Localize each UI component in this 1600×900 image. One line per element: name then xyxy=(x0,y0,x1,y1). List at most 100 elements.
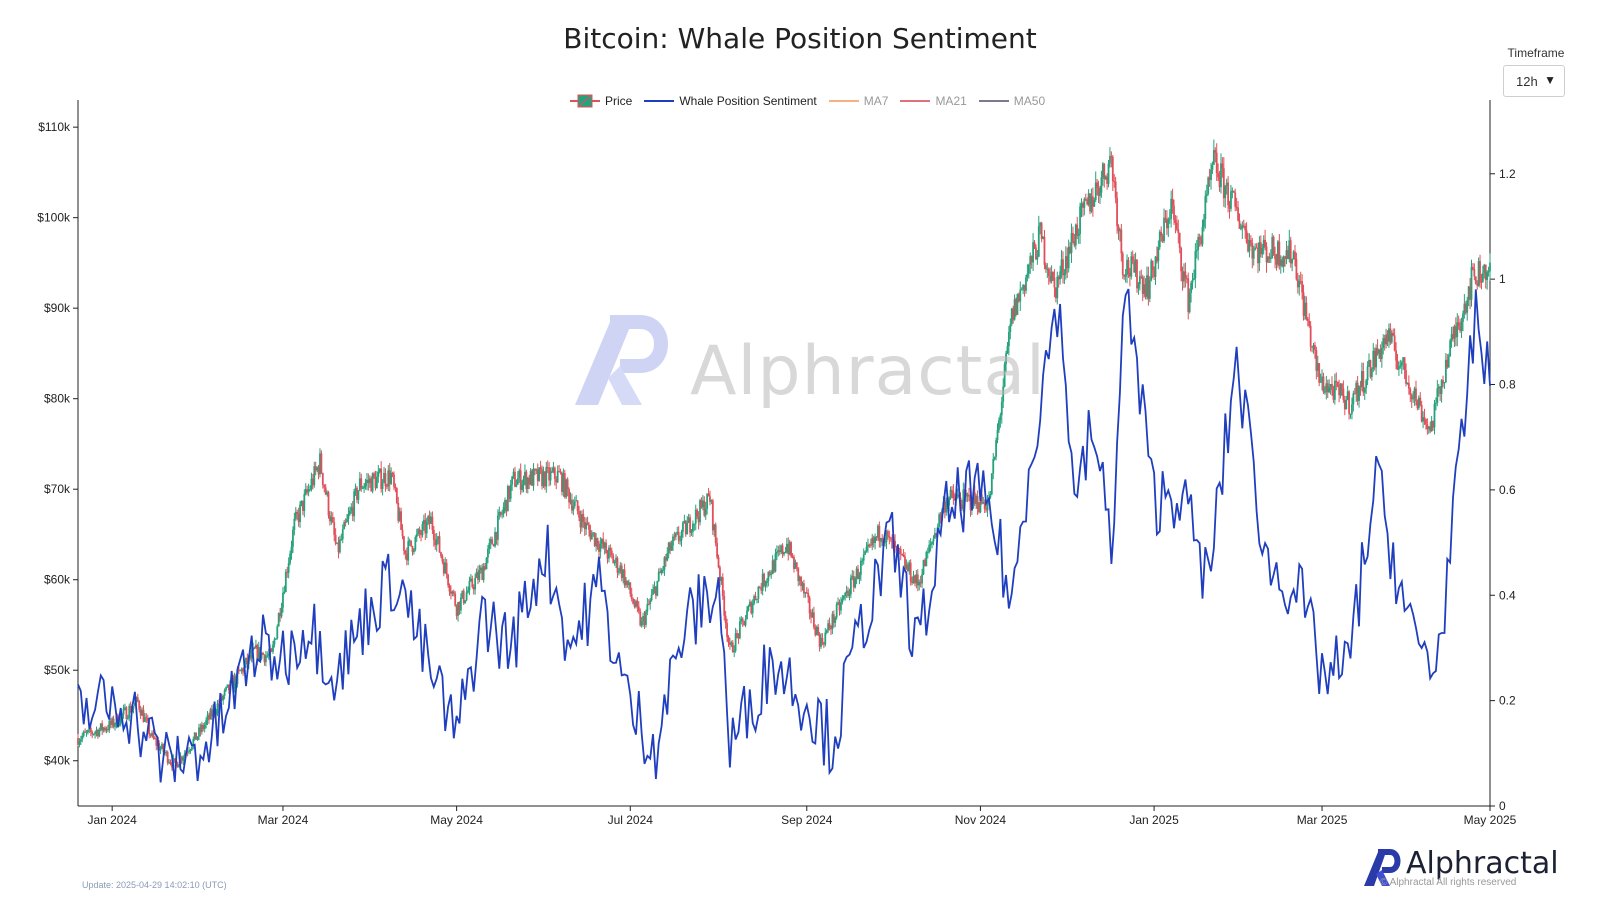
legend-item-price[interactable]: Price xyxy=(570,94,632,108)
price-candle xyxy=(692,523,694,532)
price-candle xyxy=(485,557,488,570)
price-candle xyxy=(1138,276,1141,285)
price-candle xyxy=(1417,397,1420,409)
y-left-tick-label: $110k xyxy=(38,120,71,134)
price-candle xyxy=(501,513,504,515)
price-candle xyxy=(111,718,114,725)
price-candle xyxy=(477,572,479,580)
price-candle xyxy=(1476,283,1479,286)
price-candle xyxy=(1237,207,1239,221)
price-candle xyxy=(552,467,555,472)
price-candle xyxy=(635,600,637,607)
price-candle xyxy=(206,715,209,721)
price-candle xyxy=(1136,259,1138,289)
price-candle xyxy=(874,536,876,543)
price-candle xyxy=(462,590,465,603)
price-candle xyxy=(1467,286,1470,301)
price-candle xyxy=(336,542,338,544)
legend-item-ma21[interactable]: MA21 xyxy=(900,94,967,108)
price-candle xyxy=(401,529,404,537)
price-candle xyxy=(1484,264,1487,280)
price-candle xyxy=(452,591,455,594)
price-candle xyxy=(1101,163,1104,178)
price-candle xyxy=(571,499,573,511)
legend-item-ma7[interactable]: MA7 xyxy=(828,94,888,108)
price-candle xyxy=(1363,387,1366,393)
price-candle xyxy=(798,576,801,581)
price-candle xyxy=(414,537,417,550)
price-candle xyxy=(488,542,491,549)
timeframe-select[interactable]: 12h ▼ xyxy=(1503,65,1565,97)
price-candle xyxy=(1268,256,1271,259)
price-candle xyxy=(1254,247,1257,250)
price-candle xyxy=(316,467,319,471)
price-candle xyxy=(81,735,84,740)
price-candle xyxy=(808,597,811,614)
price-candle xyxy=(246,657,249,664)
price-candle xyxy=(756,599,758,601)
price-candle xyxy=(166,751,169,763)
price-candle xyxy=(737,633,740,639)
price-candle xyxy=(1234,192,1237,207)
price-candle xyxy=(1379,349,1382,359)
price-candle xyxy=(1259,242,1262,255)
price-candle xyxy=(205,720,208,725)
price-candle xyxy=(220,695,223,701)
price-candle xyxy=(633,603,636,607)
price-candle xyxy=(696,509,699,517)
price-candle xyxy=(1154,256,1157,277)
price-candle xyxy=(1296,279,1299,288)
price-candle xyxy=(1184,271,1187,279)
price-candle xyxy=(529,470,532,485)
price-candle xyxy=(569,499,572,503)
price-candle xyxy=(1291,259,1294,264)
price-candle xyxy=(647,604,650,606)
price-candle xyxy=(260,653,263,659)
price-candle xyxy=(1062,259,1064,276)
price-candle xyxy=(188,751,190,753)
price-candle xyxy=(645,611,647,625)
price-candle xyxy=(1370,369,1373,378)
price-candle xyxy=(1429,426,1432,432)
price-candle xyxy=(196,736,199,740)
x-tick-label: Nov 2024 xyxy=(955,813,1007,827)
y-left-tick-label: $40k xyxy=(44,754,71,768)
price-candle xyxy=(1433,403,1436,428)
price-candle xyxy=(748,602,751,606)
price-candle xyxy=(787,543,790,555)
price-candle xyxy=(1109,156,1111,164)
price-candle xyxy=(775,551,778,554)
x-tick-label: Jan 2024 xyxy=(87,813,137,827)
price-candle xyxy=(441,556,444,562)
price-candle xyxy=(729,642,731,645)
price-candle xyxy=(105,729,108,731)
price-candle xyxy=(649,600,652,605)
price-candle xyxy=(1204,196,1207,220)
y-left-tick-label: $100k xyxy=(37,211,71,225)
price-candle xyxy=(262,653,264,655)
price-candle xyxy=(237,669,240,671)
price-candle xyxy=(1130,256,1133,277)
price-candle xyxy=(163,752,166,754)
price-candle xyxy=(1326,383,1329,393)
price-candle xyxy=(344,522,347,524)
price-candle xyxy=(195,732,198,740)
price-candle xyxy=(770,574,773,576)
price-candle xyxy=(1111,156,1114,182)
price-candle xyxy=(125,707,128,720)
brand-name: Alphractal xyxy=(1406,846,1559,881)
price-candle xyxy=(684,520,687,535)
price-candle xyxy=(838,602,841,611)
price-candle xyxy=(411,546,414,553)
price-candle xyxy=(1305,302,1308,319)
legend-item-whale-position-sentiment[interactable]: Whale Position Sentiment xyxy=(644,94,817,108)
price-candle xyxy=(279,613,282,617)
legend-item-ma50[interactable]: MA50 xyxy=(978,94,1045,108)
price-candle xyxy=(612,555,615,564)
price-candle xyxy=(848,594,851,596)
price-candle xyxy=(1403,357,1406,371)
price-candle xyxy=(514,471,516,487)
price-candle xyxy=(1027,264,1030,274)
price-candle xyxy=(339,539,341,553)
